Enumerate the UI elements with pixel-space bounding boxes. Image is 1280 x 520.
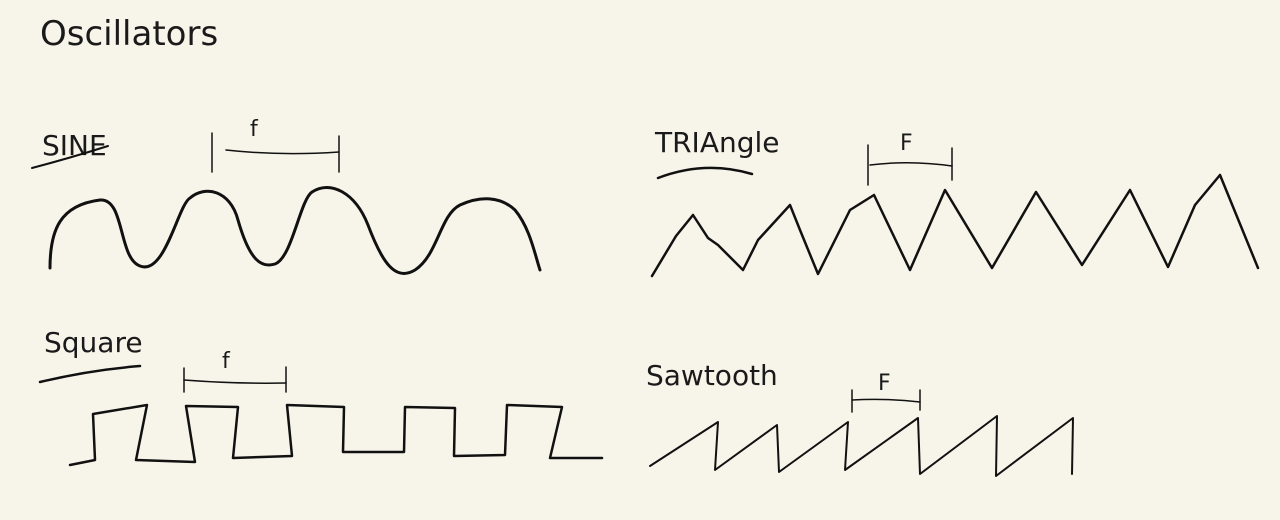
sine-panel: SINE f xyxy=(31,117,542,275)
sine-wave xyxy=(48,186,542,275)
sine-marker-span xyxy=(225,149,340,155)
sawtooth-period-marker: F xyxy=(851,371,921,413)
sine-marker-label: f xyxy=(250,117,259,142)
sine-period-marker: f xyxy=(211,117,340,173)
sawtooth-marker-span xyxy=(851,398,921,403)
triangle-marker-span xyxy=(869,162,953,167)
triangle-marker-label: F xyxy=(900,131,913,156)
square-wave xyxy=(68,403,604,467)
square-panel: Square f xyxy=(38,326,604,467)
sawtooth-label: Sawtooth xyxy=(646,359,778,392)
triangle-period-marker: F xyxy=(867,131,953,186)
triangle-label: TRIAngle xyxy=(654,126,780,159)
sawtooth-marker-label: F xyxy=(878,371,891,396)
sawtooth-wave xyxy=(649,415,1074,477)
square-label: Square xyxy=(44,326,143,359)
square-label-underline xyxy=(38,364,142,384)
sine-label-underline xyxy=(31,145,109,169)
triangle-label-underline xyxy=(656,166,754,180)
square-period-marker: f xyxy=(183,349,287,393)
sawtooth-panel: Sawtooth F xyxy=(646,359,1074,477)
triangle-wave xyxy=(650,173,1260,278)
page-title: Oscillators xyxy=(40,14,218,54)
square-marker-span xyxy=(183,379,287,384)
triangle-panel: TRIAngle F xyxy=(650,126,1260,278)
square-marker-label: f xyxy=(222,349,231,374)
